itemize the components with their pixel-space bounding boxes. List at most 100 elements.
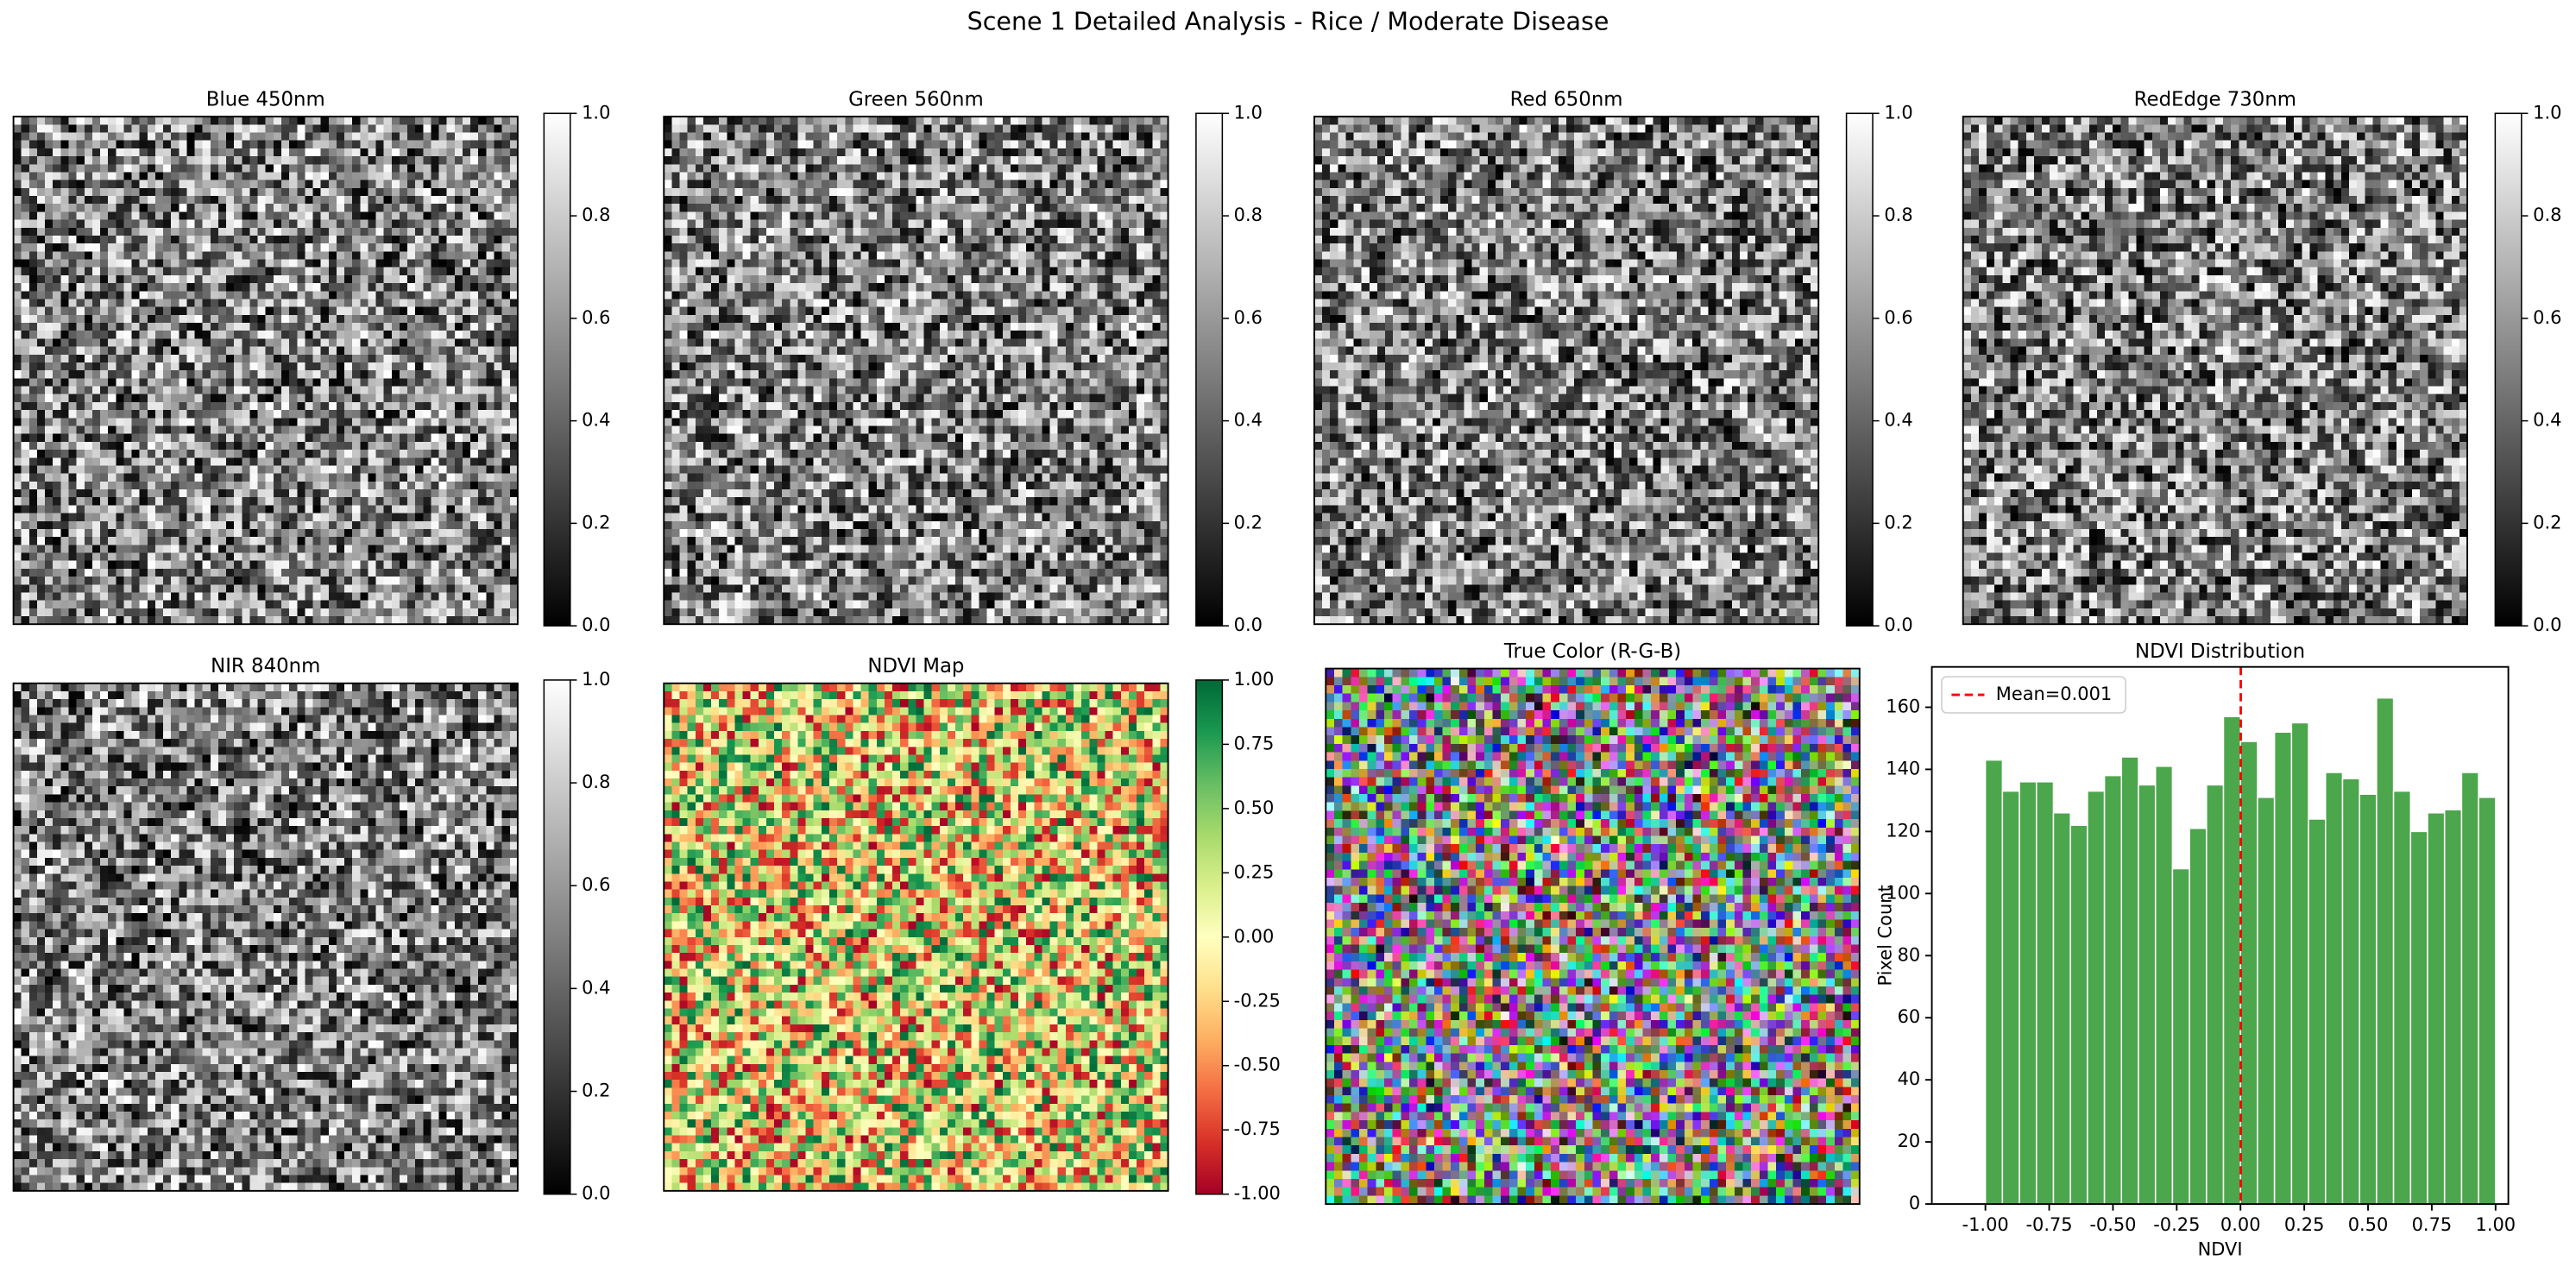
pixel bbox=[463, 117, 471, 125]
pixel bbox=[470, 196, 479, 205]
pixel bbox=[258, 156, 267, 165]
pixel bbox=[211, 204, 219, 212]
pixel bbox=[439, 133, 448, 142]
pixel bbox=[155, 196, 164, 205]
pixel bbox=[132, 220, 141, 229]
pixel bbox=[281, 228, 290, 236]
pixel bbox=[45, 188, 54, 197]
pixel bbox=[29, 117, 38, 125]
pixel bbox=[376, 148, 385, 157]
pixel bbox=[218, 164, 227, 173]
pixel bbox=[289, 236, 298, 244]
pixel bbox=[155, 188, 164, 197]
pixel bbox=[494, 228, 502, 236]
pixel bbox=[116, 156, 124, 165]
pixel bbox=[163, 211, 172, 220]
pixel bbox=[360, 220, 368, 229]
pixel bbox=[478, 204, 487, 212]
pixel bbox=[211, 141, 219, 149]
pixel bbox=[313, 196, 322, 205]
pixel bbox=[337, 211, 345, 220]
pixel bbox=[29, 196, 38, 205]
pixel bbox=[415, 220, 424, 229]
pixel bbox=[234, 228, 242, 236]
pixel bbox=[400, 211, 408, 220]
pixel bbox=[266, 204, 274, 212]
pixel bbox=[14, 148, 22, 157]
pixel bbox=[431, 141, 439, 149]
pixel bbox=[305, 220, 313, 229]
pixel bbox=[100, 172, 109, 180]
pixel bbox=[211, 188, 219, 197]
pixel bbox=[313, 180, 322, 189]
pixel bbox=[502, 124, 511, 133]
pixel bbox=[407, 133, 416, 142]
pixel bbox=[439, 180, 448, 189]
pixel bbox=[116, 148, 124, 157]
pixel bbox=[266, 188, 274, 197]
pixel bbox=[423, 133, 431, 142]
pixel bbox=[384, 204, 393, 212]
pixel bbox=[234, 220, 242, 229]
pixel bbox=[60, 156, 69, 165]
pixel bbox=[226, 148, 235, 157]
pixel bbox=[423, 172, 431, 180]
pixel bbox=[455, 211, 463, 220]
pixel bbox=[29, 220, 38, 229]
pixel bbox=[258, 117, 267, 125]
pixel bbox=[148, 156, 156, 165]
pixel bbox=[100, 220, 109, 229]
pixel bbox=[423, 243, 431, 252]
pixel bbox=[368, 148, 376, 157]
pixel bbox=[352, 164, 361, 173]
pixel bbox=[486, 196, 494, 205]
pixel bbox=[14, 236, 22, 244]
figure: Scene 1 Detailed Analysis - Rice / Moder… bbox=[0, 0, 2576, 1273]
pixel bbox=[455, 172, 463, 180]
pixel bbox=[258, 204, 267, 212]
pixel bbox=[92, 204, 101, 212]
pixel bbox=[85, 228, 93, 236]
pixel bbox=[470, 243, 479, 252]
pixel bbox=[478, 117, 487, 125]
pixel bbox=[179, 180, 187, 189]
pixel bbox=[447, 156, 456, 165]
pixel bbox=[455, 196, 463, 205]
pixel bbox=[329, 164, 337, 173]
pixel bbox=[455, 180, 463, 189]
pixel bbox=[502, 133, 511, 142]
pixel bbox=[45, 164, 54, 173]
pixel bbox=[463, 156, 471, 165]
pixel bbox=[305, 180, 313, 189]
pixel bbox=[423, 141, 431, 149]
pixel bbox=[14, 251, 22, 260]
pixel bbox=[179, 243, 187, 252]
pixel bbox=[132, 251, 141, 260]
pixel bbox=[163, 196, 172, 205]
pixel bbox=[486, 243, 494, 252]
pixel bbox=[123, 243, 132, 252]
pixel bbox=[45, 211, 54, 220]
pixel bbox=[45, 133, 54, 142]
pixel bbox=[258, 220, 267, 229]
pixel bbox=[423, 228, 431, 236]
pixel bbox=[77, 188, 85, 197]
pixel bbox=[439, 196, 448, 205]
pixel bbox=[14, 180, 22, 189]
pixel bbox=[100, 141, 109, 149]
pixel bbox=[352, 204, 361, 212]
pixel bbox=[249, 141, 258, 149]
pixel bbox=[368, 164, 376, 173]
pixel bbox=[77, 251, 85, 260]
pixel bbox=[478, 211, 487, 220]
pixel bbox=[502, 196, 511, 205]
pixel bbox=[211, 124, 219, 133]
pixel bbox=[431, 164, 439, 173]
pixel bbox=[502, 188, 511, 197]
pixel bbox=[400, 117, 408, 125]
pixel bbox=[258, 188, 267, 197]
pixel bbox=[218, 117, 227, 125]
pixel bbox=[186, 133, 195, 142]
pixel bbox=[274, 141, 282, 149]
pixel bbox=[502, 180, 511, 189]
